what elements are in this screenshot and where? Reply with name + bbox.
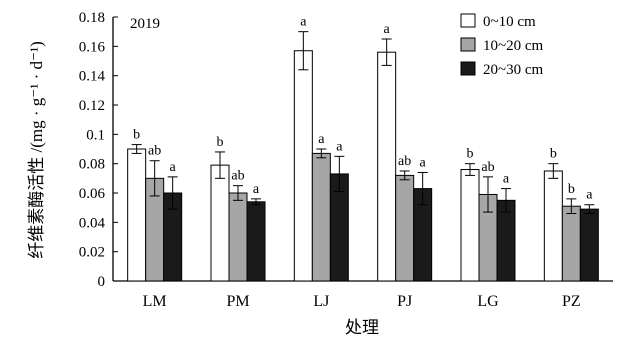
significance-label: b (550, 147, 557, 162)
y-tick-label: 0.06 (79, 186, 106, 202)
y-axis-title: 纤维素酶活性 /(mg · g⁻¹ · d⁻¹) (27, 41, 46, 258)
bar (543, 170, 563, 282)
y-tick-label: 0.1 (86, 127, 105, 143)
legend-swatch (460, 37, 476, 52)
y-tick-label: 0.18 (79, 10, 105, 26)
significance-label: ab (148, 144, 161, 159)
significance-label: a (300, 15, 307, 30)
bar (395, 174, 415, 282)
x-tick-label: LG (477, 293, 499, 310)
bar (561, 205, 581, 282)
significance-label: ab (398, 154, 411, 169)
x-tick-label: PZ (562, 293, 581, 310)
y-tick-label: 0 (98, 274, 106, 290)
bar (460, 169, 480, 282)
legend-label: 20~30 cm (483, 62, 544, 78)
x-tick-label: LJ (313, 293, 329, 310)
significance-label: a (503, 172, 510, 187)
significance-label: a (318, 132, 325, 147)
bar (293, 50, 313, 282)
y-tick-label: 0.16 (79, 39, 106, 55)
significance-label: a (253, 182, 260, 197)
x-tick-label: PM (226, 293, 249, 310)
legend-swatch (460, 13, 476, 28)
significance-label: b (568, 182, 575, 197)
x-tick-label: PJ (397, 293, 412, 310)
significance-label: a (336, 139, 343, 154)
bar (228, 192, 248, 282)
significance-label: b (217, 135, 224, 150)
bar (579, 208, 599, 282)
y-tick-label: 0.04 (79, 215, 106, 231)
legend-label: 10~20 cm (483, 38, 544, 54)
significance-label: a (420, 155, 427, 170)
significance-label: ab (481, 160, 494, 175)
bar (311, 152, 331, 282)
significance-label: a (586, 188, 593, 203)
chart-legend: 0~10 cm 10~20 cm 20~30 cm (460, 13, 544, 78)
significance-label: b (467, 147, 474, 162)
y-tick-label: 0.02 (79, 245, 105, 261)
bar (246, 201, 266, 282)
significance-label: b (133, 128, 140, 143)
x-axis-title: 处理 (345, 318, 379, 337)
bar (377, 51, 397, 282)
bar (127, 148, 147, 282)
bar (210, 164, 230, 282)
y-tick-label: 0.12 (79, 98, 105, 114)
y-tick-label: 0.14 (79, 69, 106, 85)
significance-label: a (384, 22, 391, 37)
legend-label: 0~10 cm (483, 14, 536, 30)
chart-annotation: 2019 (130, 16, 160, 32)
significance-label: a (170, 160, 177, 175)
y-tick-label: 0.08 (79, 157, 105, 173)
legend-swatch (460, 61, 476, 76)
x-tick-label: LM (143, 293, 167, 310)
significance-label: ab (231, 169, 244, 184)
chart-axes: 0 0.02 0.04 0.06 0.08 0.1 0.12 0.14 0.16 0.18 LM PM… (79, 10, 613, 310)
